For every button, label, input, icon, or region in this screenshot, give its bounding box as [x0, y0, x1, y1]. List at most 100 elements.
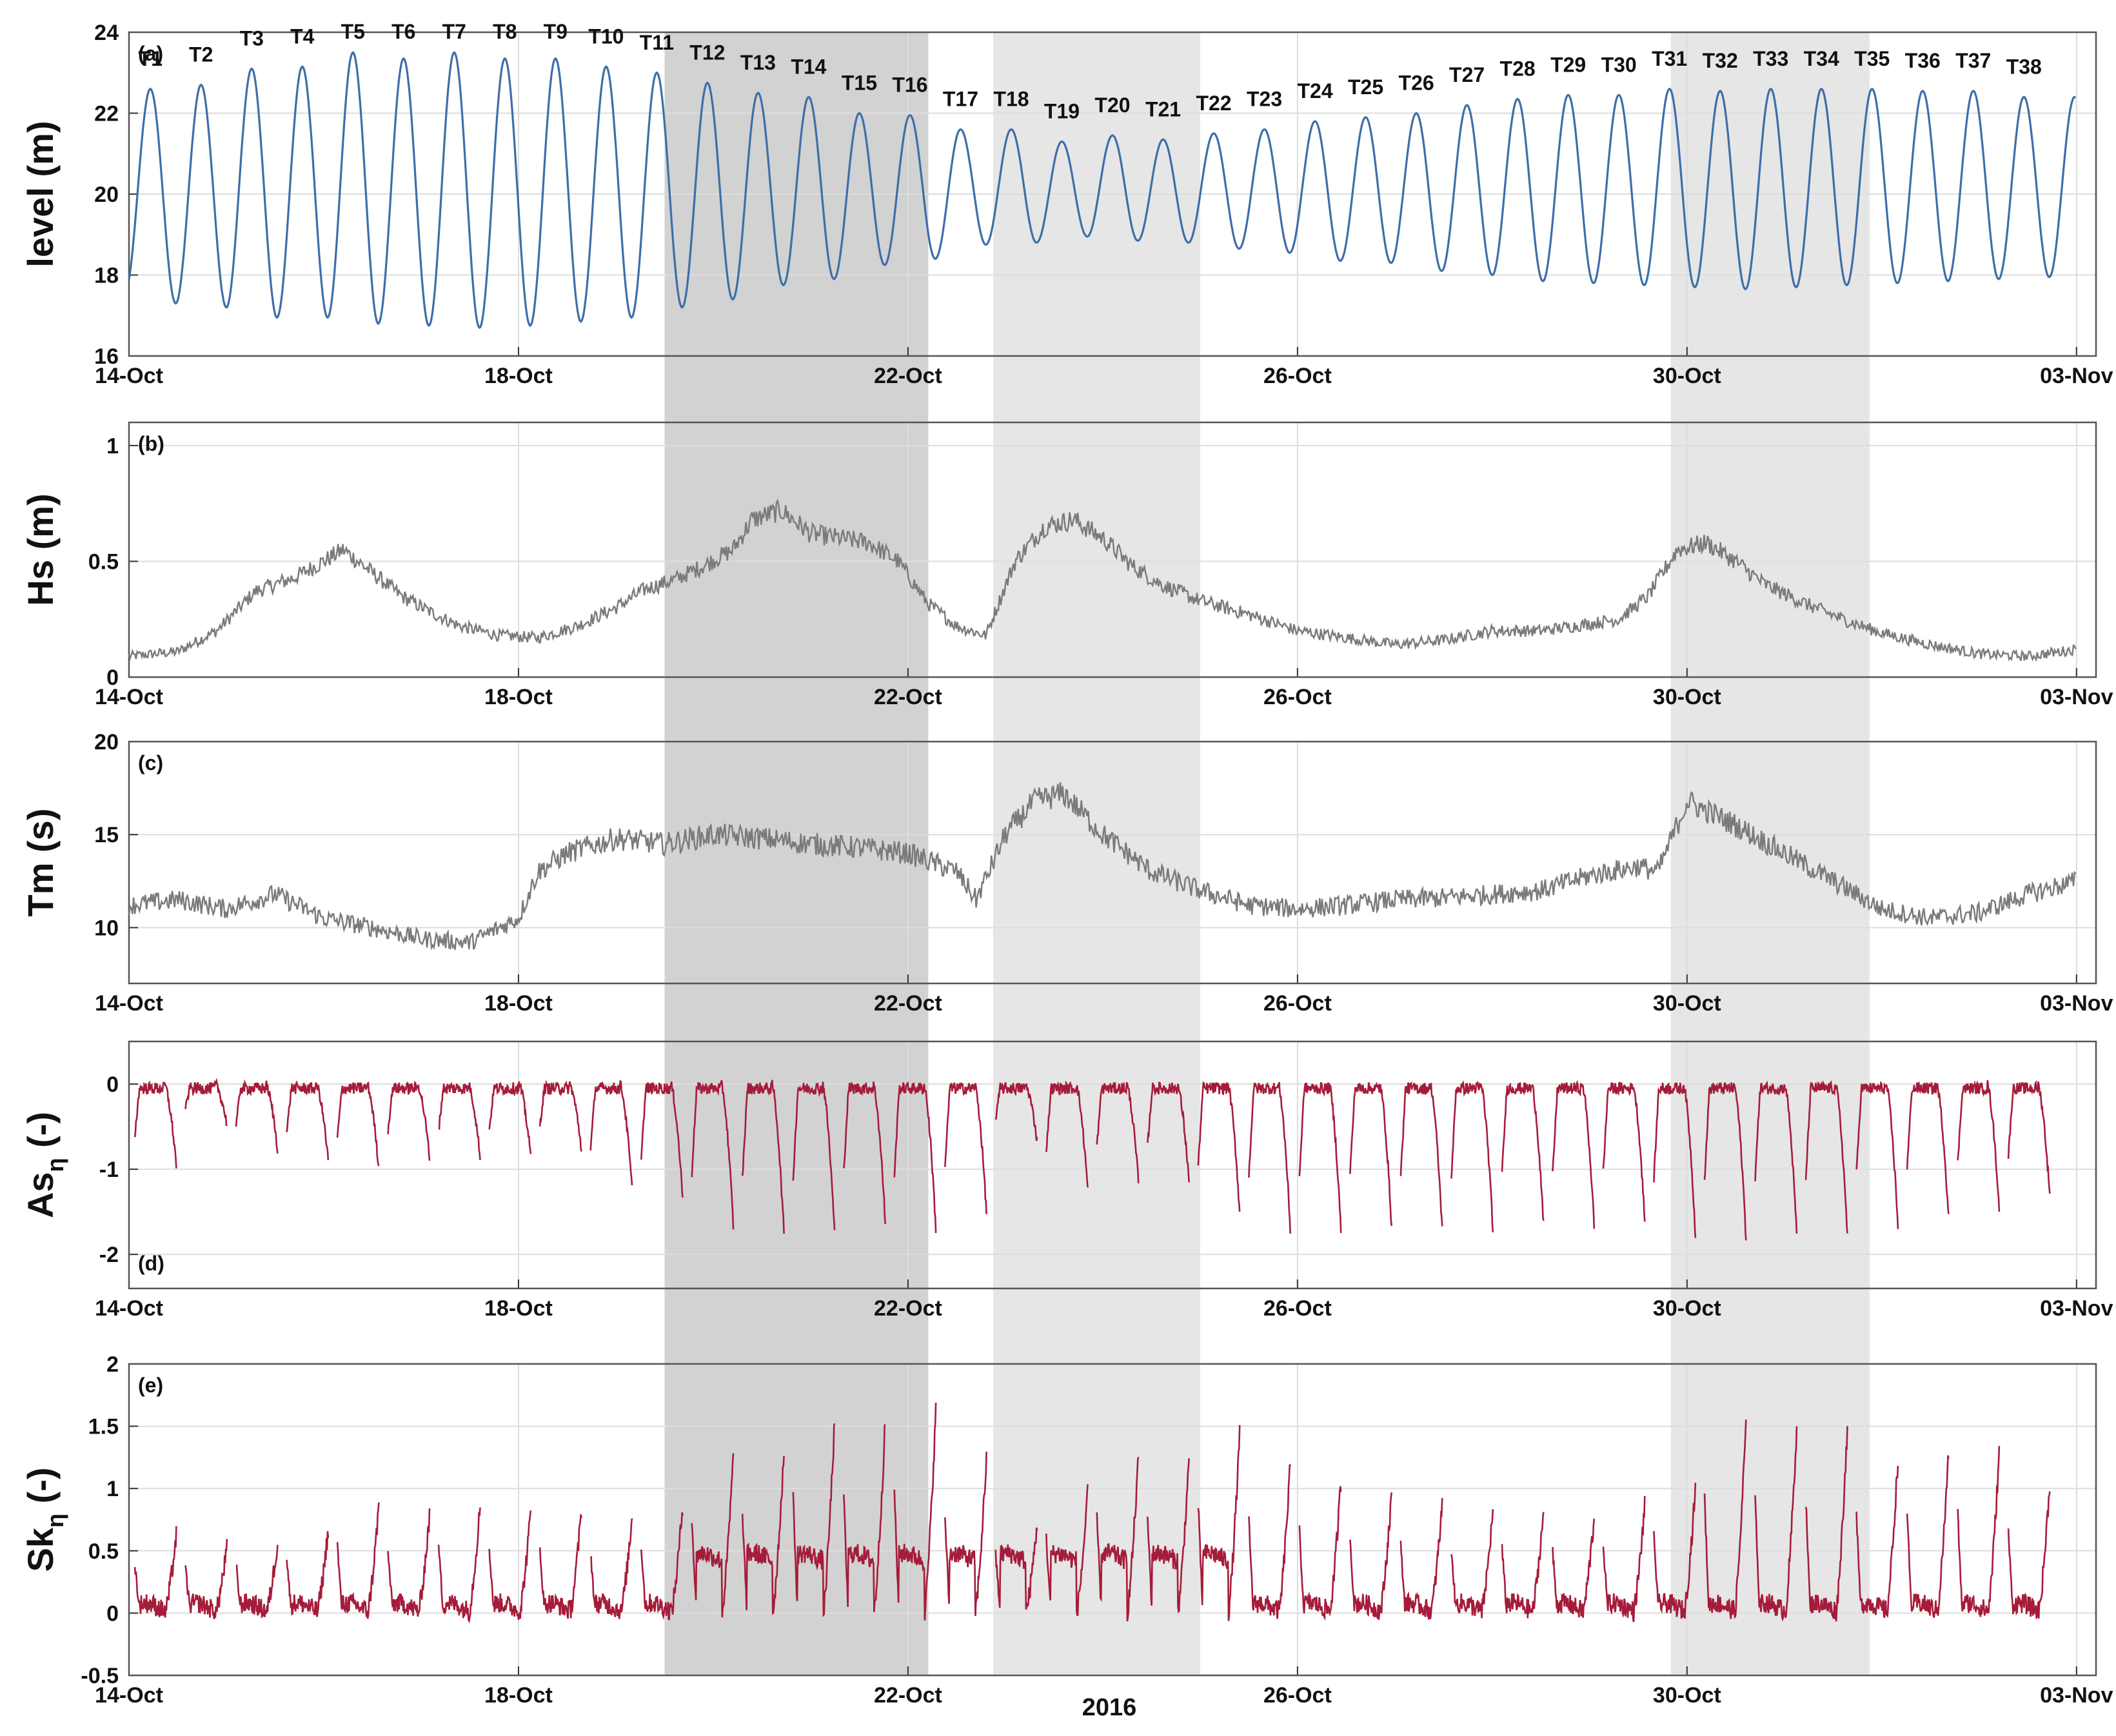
x-tick-label: 22-Oct: [874, 991, 942, 1016]
panel-d: 0 -1 -2 14-Oct 18-Oct 22-Oct 26-Oct 30-Oct 03-No…: [20, 1040, 2113, 1321]
x-tick-label: 30-Oct: [1653, 364, 1721, 388]
panel-b: 0 0.5 1 14-Oct 18-Oct 22-Oct 26-Oct 30-Oct 03-No…: [20, 421, 2113, 709]
series-skewness-segment: [1501, 1512, 1545, 1619]
tide-label: T27: [1449, 63, 1485, 86]
x-tick-label: 26-Oct: [1263, 991, 1332, 1016]
series-asymmetry-segment: [1703, 1082, 1747, 1241]
x-tick-label: 03-Nov: [2040, 685, 2113, 709]
series-asymmetry-segment: [944, 1082, 987, 1214]
series-asymmetry-segment: [792, 1081, 836, 1230]
x-tick-label: 03-Nov: [2040, 1683, 2113, 1708]
series-skewness-segment: [286, 1531, 330, 1617]
series-asymmetry-segment: [438, 1081, 481, 1161]
y-tick-label: -1: [99, 1158, 119, 1182]
plot-frame: [128, 31, 2097, 357]
series-water-level: [128, 51, 2077, 330]
series-asymmetry-segment: [994, 1082, 1038, 1141]
y-tick-label: -0.5: [81, 1664, 119, 1688]
y-axis-label-unit: (-): [20, 1467, 61, 1514]
series-skewness-segment: [488, 1510, 532, 1621]
y-tick-label: -2: [99, 1243, 119, 1267]
series-asymmetry-segment: [1450, 1080, 1494, 1232]
y-tick-label: 0.5: [88, 1539, 119, 1564]
series-skewness-segment: [1855, 1465, 1899, 1619]
tide-label: T36: [1905, 49, 1941, 72]
x-tick-label: 18-Oct: [484, 685, 553, 709]
y-axis-label-unit: (-): [20, 1112, 61, 1158]
series-tm: [128, 782, 2077, 951]
series-skewness-segment: [994, 1527, 1038, 1610]
x-tick-label: 14-Oct: [95, 685, 163, 709]
y-axis-label-main: Sk: [20, 1527, 61, 1572]
panel-c: 10 15 20 14-Oct 18-Oct 22-Oct 26-Oct 30-Oct 03-N…: [20, 730, 2113, 1016]
x-tick-label: 18-Oct: [484, 1296, 553, 1321]
series-asymmetry-segment: [1197, 1081, 1241, 1212]
series-asymmetry-segment: [843, 1081, 886, 1225]
series-asymmetry-segment: [1045, 1080, 1089, 1188]
series-asymmetry-segment: [1248, 1081, 1291, 1234]
x-tick-label: 22-Oct: [874, 364, 942, 388]
shaded-period-2: [993, 32, 1200, 1675]
y-tick-label: 22: [94, 102, 119, 126]
tide-label: T20: [1094, 94, 1130, 117]
tide-label: T16: [892, 74, 927, 97]
x-tick-label: 14-Oct: [95, 1296, 163, 1321]
series-skewness-segment: [741, 1456, 785, 1615]
series-skewness-segment: [944, 1452, 987, 1616]
tide-label: T38: [2006, 55, 2042, 78]
y-tick-label: 2: [106, 1352, 119, 1377]
series-skewness-segment: [2007, 1491, 2051, 1619]
x-tick-label: 26-Oct: [1263, 1683, 1332, 1708]
series-skewness-segment: [539, 1514, 582, 1619]
y-tick-label: 0: [106, 1601, 119, 1626]
series-asymmetry-segment: [1298, 1081, 1342, 1234]
series-skewness-segment: [1552, 1518, 1596, 1618]
tide-label: T2: [189, 43, 213, 66]
series-skewness-segment: [1298, 1486, 1342, 1621]
x-tick-label: 26-Oct: [1263, 685, 1332, 709]
y-tick-label: 0: [106, 1072, 119, 1097]
tide-label: T9: [544, 20, 568, 43]
x-tick-label: 22-Oct: [874, 685, 942, 709]
x-tick-label: 30-Oct: [1653, 1296, 1721, 1321]
tide-label: T17: [943, 88, 978, 111]
y-tick-label: 10: [94, 916, 119, 940]
plot-frame: [128, 421, 2097, 678]
series-skewness-segment: [1450, 1509, 1494, 1619]
tide-label: T25: [1348, 75, 1383, 99]
tide-label: T1: [139, 47, 163, 70]
series-asymmetry-segment: [133, 1080, 177, 1169]
series-asymmetry-segment: [1754, 1080, 1798, 1234]
y-axis-label-e: Skη (-): [20, 1467, 68, 1572]
series-asymmetry-segment: [1906, 1081, 1950, 1214]
tide-label: T15: [842, 72, 877, 95]
tide-label: T24: [1297, 79, 1332, 103]
series-skewness-segment: [589, 1518, 633, 1619]
x-tick-label: 14-Oct: [95, 1683, 163, 1708]
series-asymmetry-segment: [235, 1079, 279, 1154]
y-tick-label: 0.5: [88, 549, 119, 574]
tide-label: T18: [993, 88, 1029, 111]
series-skewness-segment: [640, 1512, 684, 1621]
y-axis-label-d: Asη (-): [20, 1112, 68, 1218]
series-skewness-segment: [1248, 1464, 1291, 1619]
series-skewness-segment: [1805, 1426, 1848, 1622]
series-asymmetry-segment: [336, 1081, 380, 1167]
panel-label-a: (a): [138, 42, 163, 65]
plot-frame: [128, 740, 2097, 985]
tide-label: T11: [640, 31, 674, 54]
tide-label: T32: [1703, 49, 1738, 72]
y-tick-label: 1: [106, 1477, 119, 1501]
series-skewness-segment: [387, 1508, 431, 1617]
x-tick-label: 14-Oct: [95, 364, 163, 388]
series-skewness-segment: [1045, 1484, 1089, 1617]
y-axis-label-subscript: η: [42, 1514, 68, 1528]
tide-label: T13: [740, 51, 776, 74]
series-skewness-segment: [235, 1544, 279, 1619]
panel-label-e: (e): [138, 1374, 163, 1397]
tide-label: T33: [1753, 47, 1788, 70]
x-tick-label: 18-Oct: [484, 1683, 553, 1708]
series-asymmetry-segment: [640, 1081, 684, 1198]
